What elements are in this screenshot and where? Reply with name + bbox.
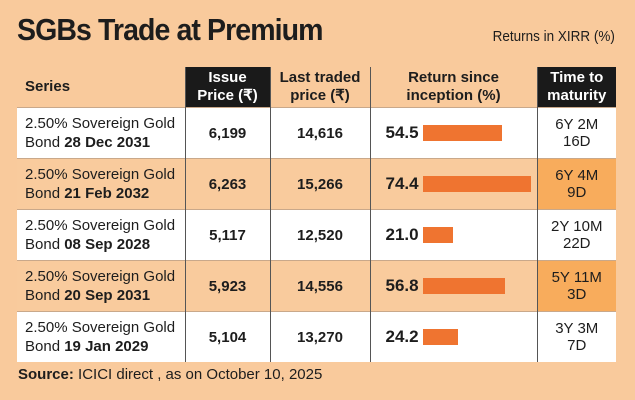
header-return-line1: Return since xyxy=(408,69,499,86)
source-note: Source: ICICI direct , as on October 10,… xyxy=(18,366,322,383)
header-series: Series xyxy=(17,67,185,108)
header-time-to-maturity: Time to maturity xyxy=(536,67,616,108)
table-row: 2.50% Sovereign Gold Bond 08 Sep 2028 5,1… xyxy=(17,209,616,261)
ttm-line1: 2Y 10M xyxy=(551,218,603,235)
return-bar xyxy=(422,329,458,345)
table-row: 2.50% Sovereign Gold Bond 21 Feb 2032 6,2… xyxy=(17,158,616,210)
issue-price-cell: 6,199 xyxy=(184,107,270,159)
source-text: ICICI direct , as on October 10, 2025 xyxy=(73,366,323,383)
series-cell: 2.50% Sovereign Gold Bond 21 Feb 2032 xyxy=(17,158,185,210)
issue-price-cell: 6,263 xyxy=(184,158,270,210)
last-traded-cell: 14,616 xyxy=(269,107,370,159)
series-prefix: 2.50% Sovereign Gold Bond xyxy=(25,319,176,355)
header-issue-price: Issue Price (₹) xyxy=(184,67,270,108)
time-to-maturity-cell: 3Y 3M 7D xyxy=(536,311,616,362)
time-to-maturity-cell: 6Y 2M 16D xyxy=(536,107,616,159)
header-last-traded: Last traded price (₹) xyxy=(269,67,370,108)
last-traded-cell: 12,520 xyxy=(269,209,370,261)
issue-price-cell: 5,923 xyxy=(184,260,270,312)
ttm-line2: 3D xyxy=(567,286,587,303)
table-row: 2.50% Sovereign Gold Bond 19 Jan 2029 5,1… xyxy=(17,311,616,362)
issue-price-cell: 5,117 xyxy=(184,209,270,261)
header-return: Return since inception (%) xyxy=(369,67,537,108)
chart-title: SGBs Trade at Premium xyxy=(17,12,324,47)
issue-price-cell: 5,104 xyxy=(184,311,270,362)
series-date: 08 Sep 2028 xyxy=(64,236,151,253)
return-cell: 24.2 xyxy=(369,311,537,362)
series-date: 20 Sep 2031 xyxy=(64,287,151,304)
return-label: 74.4 xyxy=(385,174,419,193)
return-bar xyxy=(422,176,531,192)
time-to-maturity-cell: 2Y 10M 22D xyxy=(536,209,616,261)
series-date: 21 Feb 2032 xyxy=(64,185,150,202)
series-cell: 2.50% Sovereign Gold Bond 19 Jan 2029 xyxy=(17,311,185,362)
return-cell: 54.5 xyxy=(369,107,537,159)
last-traded-cell: 14,556 xyxy=(269,260,370,312)
sgb-table: Series Issue Price (₹) Last traded price (… xyxy=(17,67,616,362)
ttm-line1: 3Y 3M xyxy=(555,320,599,337)
time-to-maturity-cell: 5Y 11M 3D xyxy=(536,260,616,312)
return-cell: 74.4 xyxy=(369,158,537,210)
series-cell: 2.50% Sovereign Gold Bond 20 Sep 2031 xyxy=(17,260,185,312)
return-label: 21.0 xyxy=(385,225,419,244)
header-last-line1: Last traded xyxy=(279,69,361,86)
return-bar xyxy=(422,278,505,294)
header-last-line2: price (₹) xyxy=(290,87,350,104)
return-bar xyxy=(422,227,453,243)
header-row: Series Issue Price (₹) Last traded price (… xyxy=(17,67,616,108)
series-date: 28 Dec 2031 xyxy=(64,134,151,151)
return-label: 24.2 xyxy=(385,327,419,346)
ttm-line2: 7D xyxy=(567,337,587,354)
time-to-maturity-cell: 6Y 4M 9D xyxy=(536,158,616,210)
series-prefix: 2.50% Sovereign Gold Bond xyxy=(25,268,176,304)
return-label: 54.5 xyxy=(385,123,419,142)
table-row: 2.50% Sovereign Gold Bond 20 Sep 2031 5,9… xyxy=(17,260,616,312)
ttm-line1: 5Y 11M xyxy=(551,269,602,286)
return-label: 56.8 xyxy=(385,276,419,295)
series-date: 19 Jan 2029 xyxy=(64,338,149,355)
series-prefix: 2.50% Sovereign Gold Bond xyxy=(25,115,176,151)
header-issue-line2: Price (₹) xyxy=(197,87,258,104)
series-prefix: 2.50% Sovereign Gold Bond xyxy=(25,217,176,253)
chart-subtitle: Returns in XIRR (%) xyxy=(492,28,615,45)
ttm-line2: 9D xyxy=(567,184,587,201)
source-label: Source: xyxy=(18,366,74,383)
ttm-line2: 16D xyxy=(562,133,591,150)
ttm-line1: 6Y 4M xyxy=(555,167,599,184)
header-issue-line1: Issue xyxy=(208,69,247,86)
table-row: 2.50% Sovereign Gold Bond 28 Dec 2031 6,1… xyxy=(17,107,616,159)
last-traded-cell: 15,266 xyxy=(269,158,370,210)
last-traded-cell: 13,270 xyxy=(269,311,370,362)
header-ttm-line1: Time to xyxy=(550,69,604,86)
series-prefix: 2.50% Sovereign Gold Bond xyxy=(25,166,176,202)
series-cell: 2.50% Sovereign Gold Bond 28 Dec 2031 xyxy=(17,107,185,159)
ttm-line2: 22D xyxy=(562,235,591,252)
header-return-line2: inception (%) xyxy=(406,87,501,104)
return-cell: 56.8 xyxy=(369,260,537,312)
series-cell: 2.50% Sovereign Gold Bond 08 Sep 2028 xyxy=(17,209,185,261)
ttm-line1: 6Y 2M xyxy=(555,116,599,133)
header-ttm-line2: maturity xyxy=(547,87,607,104)
return-bar xyxy=(422,125,502,141)
return-cell: 21.0 xyxy=(369,209,537,261)
